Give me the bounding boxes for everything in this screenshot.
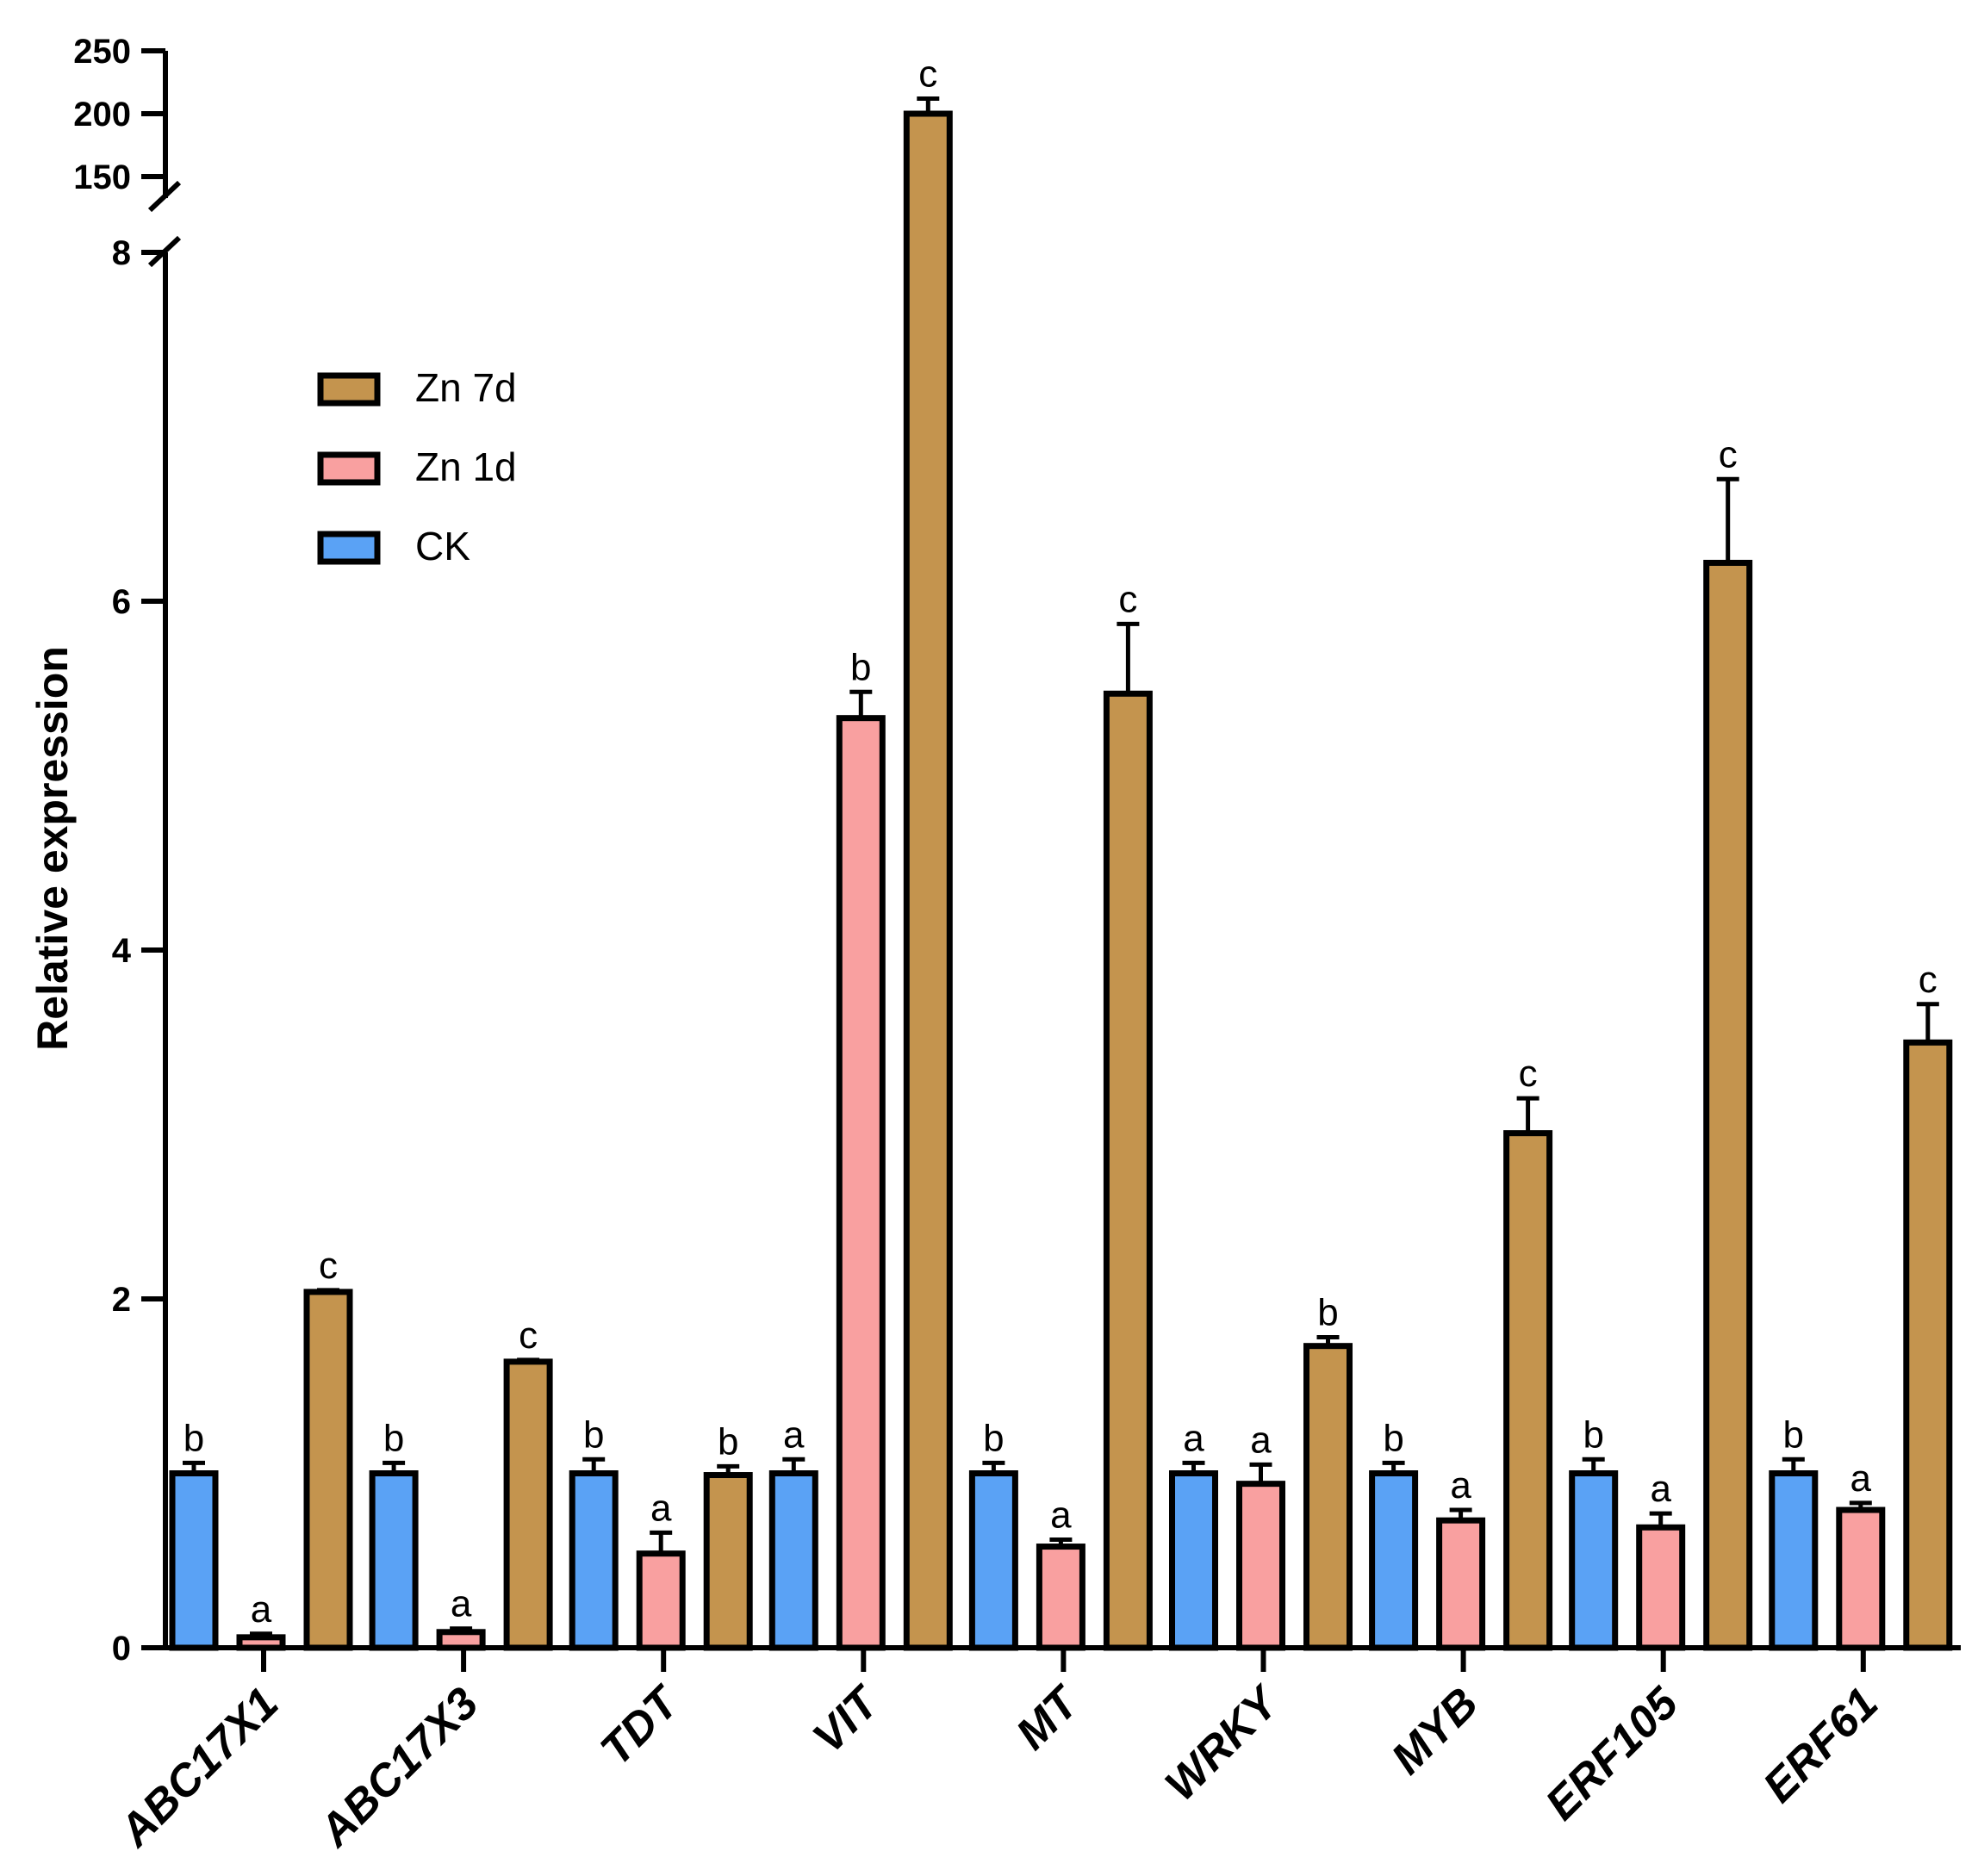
significance-letter: c: [1719, 433, 1738, 475]
significance-letter: a: [1450, 1464, 1471, 1506]
x-category-label: VIT: [804, 1675, 891, 1762]
significance-letter: b: [718, 1420, 738, 1463]
x-category-label: MT: [1007, 1675, 1091, 1759]
bar: [1303, 1343, 1353, 1651]
bar: [1903, 1039, 1953, 1651]
significance-letter: b: [183, 1417, 204, 1459]
legend-swatch: [317, 451, 381, 486]
bar: [1236, 1481, 1285, 1651]
significance-letter: c: [319, 1245, 338, 1287]
significance-letter: b: [983, 1417, 1004, 1459]
significance-letter: b: [1783, 1413, 1804, 1456]
significance-letter: a: [783, 1413, 805, 1456]
bar: [169, 1470, 219, 1651]
bar: [503, 1358, 553, 1651]
bar: [236, 1634, 286, 1651]
bar: [968, 1470, 1018, 1651]
bar: [1103, 690, 1153, 1651]
significance-letter: b: [1383, 1417, 1403, 1459]
x-category-label: MYB: [1382, 1678, 1488, 1784]
y-tick-label: 200: [73, 96, 131, 134]
significance-letter: c: [1118, 578, 1137, 620]
significance-letter: c: [519, 1314, 538, 1357]
significance-letter: b: [383, 1417, 404, 1459]
bar: [1769, 1470, 1819, 1651]
bar: [569, 1470, 619, 1651]
x-category-label: ERF61: [1754, 1678, 1888, 1811]
y-tick-label: 8: [112, 234, 131, 272]
bar: [903, 110, 953, 1651]
significance-letter: c: [1919, 959, 1938, 1001]
y-tick-label: 0: [112, 1630, 131, 1668]
legend-label: Zn 7d: [415, 365, 517, 410]
y-tick-label: 2: [112, 1281, 131, 1319]
y-tick-label: 6: [112, 583, 131, 621]
x-category-label: ABC17X3: [309, 1678, 488, 1857]
significance-letter: a: [251, 1588, 272, 1631]
bar: [1036, 1544, 1085, 1651]
y-tick-label: 250: [73, 33, 131, 71]
significance-letter: a: [650, 1487, 672, 1529]
bar: [636, 1550, 686, 1651]
significance-letter: c: [1519, 1053, 1538, 1095]
x-category-label: ERF105: [1536, 1678, 1689, 1830]
x-category-label: ABC17X1: [109, 1678, 289, 1857]
bar: [1369, 1470, 1419, 1651]
bar: [1503, 1130, 1553, 1651]
legend-swatch: [317, 531, 381, 565]
x-category-label: TDT: [591, 1675, 690, 1774]
y-tick-label: 4: [112, 932, 132, 970]
significance-letter: c: [918, 53, 937, 95]
y-axis-label: Relative expression: [28, 646, 77, 1051]
bar: [1703, 559, 1753, 1651]
bar: [768, 1470, 818, 1651]
significance-letter: a: [1850, 1457, 1872, 1500]
significance-letter: b: [850, 646, 871, 688]
legend-label: CK: [415, 524, 470, 568]
y-tick-label: 150: [73, 158, 131, 196]
axis-break-mark: [147, 180, 182, 213]
bar: [369, 1470, 419, 1651]
legend: Zn 7d Zn 1d CK: [317, 365, 517, 568]
legend-label: Zn 1d: [415, 444, 517, 489]
bar: [1569, 1470, 1619, 1651]
significance-letter: a: [1183, 1417, 1204, 1459]
bar: [836, 715, 886, 1651]
significance-letter: a: [1050, 1494, 1072, 1536]
bar: [1169, 1470, 1218, 1651]
x-category-label: WRKY: [1156, 1675, 1291, 1810]
bar: [303, 1289, 353, 1651]
bar: [1636, 1524, 1686, 1651]
bar: [1436, 1517, 1486, 1651]
significance-letter: b: [1583, 1413, 1603, 1456]
significance-letter: a: [451, 1583, 472, 1625]
legend-swatch: [317, 372, 381, 407]
bar: [1836, 1506, 1886, 1651]
significance-letter: a: [1250, 1419, 1272, 1461]
significance-letter: b: [1317, 1292, 1338, 1334]
bar: [703, 1472, 753, 1651]
significance-letter: b: [583, 1413, 604, 1456]
bars-layer: b a c b a c b a b a b c b a c a a b b a c b a c b a c: [169, 53, 1953, 1651]
significance-letter: a: [1650, 1468, 1671, 1510]
bar: [436, 1629, 486, 1651]
